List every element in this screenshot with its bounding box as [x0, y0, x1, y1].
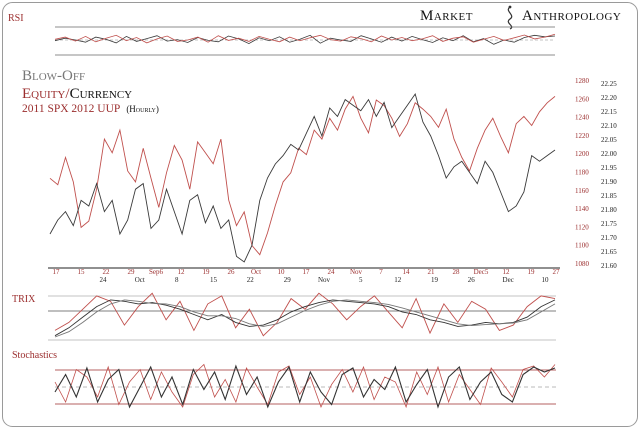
uup-axis-tick: 22.05 [601, 136, 617, 144]
headline-series: 2011 SPX 2012 UUP (Hourly) [22, 103, 159, 115]
trix-series-group [54, 292, 556, 338]
rsi-panel-label: RSI [8, 13, 24, 24]
uup-axis-tick: 22.10 [601, 122, 617, 130]
x-tick-label-top: Nov [350, 268, 363, 276]
trix-panel-label: TRIX [12, 294, 36, 305]
x-tick-label-bottom: 5 [359, 276, 363, 284]
spx-axis-tick: 1260 [575, 95, 590, 103]
headline-title: Blow-Off [22, 68, 85, 84]
x-tick-label-top: 17 [303, 268, 311, 276]
uup-price-line [49, 92, 556, 263]
stochastics-uup-line [54, 364, 556, 409]
x-tick-label-top: 29 [128, 268, 136, 276]
x-tick-label-bottom: 8 [175, 276, 179, 284]
uup-axis-tick: 21.60 [601, 262, 617, 270]
x-tick-label-top: 27 [553, 268, 561, 276]
x-tick-label-top: Sep6 [149, 268, 164, 276]
x-tick-label-top: 12 [503, 268, 511, 276]
spx-axis-tick: 1220 [575, 132, 590, 140]
x-tick-label-top: 24 [328, 268, 336, 276]
x-tick-label-top: 21 [428, 268, 436, 276]
x-tick-label-top: 28 [453, 268, 461, 276]
uup-axis-tick: 21.75 [601, 220, 617, 228]
headline-series-label: 2011 SPX 2012 UUP [22, 103, 120, 115]
brand-name-left: Market [420, 8, 473, 24]
x-tick-label-top: 19 [528, 268, 536, 276]
spx-price-line [49, 95, 556, 256]
stochastics-panel [54, 363, 556, 409]
uup-axis-tick: 21.70 [601, 234, 617, 242]
x-tick-label-bottom: Dec [503, 276, 514, 284]
x-tick-label-top: 19 [203, 268, 211, 276]
trix-spx-line [54, 292, 556, 337]
spx-axis-tick: 1180 [575, 169, 589, 177]
uup-axis-tick: 21.65 [601, 248, 617, 256]
x-tick-label-bottom: 24 [100, 276, 108, 284]
rsi-series-group [54, 33, 556, 45]
main-panel: 17 15 22 29 Sep6 12 19 26 Oct 10 17 24 Nov 7 14 21 28 Dec… [48, 77, 617, 284]
uup-axis-tick: 21.95 [601, 164, 617, 172]
spx-axis-tick: 1160 [575, 187, 589, 195]
x-tick-label-top: 14 [403, 268, 411, 276]
x-tick-label-bottom: 29 [284, 276, 292, 284]
brand-emblem-icon [507, 5, 513, 30]
spx-axis-tick: 1280 [575, 77, 590, 85]
spx-axis-tick: 1080 [575, 260, 590, 268]
x-tick-label-top: 10 [278, 268, 286, 276]
x-tick-label-bottom: 10 [542, 276, 550, 284]
stochastics-series-group [54, 363, 556, 409]
headline-subtitle: Equity/Currency [22, 86, 132, 102]
x-tick-label-bottom: 15 [210, 276, 218, 284]
main-series-group [49, 92, 556, 263]
headline-equity: Equity [22, 86, 65, 102]
rsi-spx-line [54, 33, 556, 44]
x-tick-label-bottom: 19 [431, 276, 439, 284]
uup-axis-tick: 22.00 [601, 150, 617, 158]
x-tick-label-top: 22 [103, 268, 111, 276]
x-tick-label-bottom: Nov [318, 276, 331, 284]
uup-axis-tick: 21.80 [601, 206, 617, 214]
x-tick-label-top: 7 [379, 268, 383, 276]
x-tick-labels-bottom: 24 Oct 8 15 22 29 Nov 5 12 19 26 Dec 10 [100, 276, 550, 284]
brand-logo: Market Anthropology [420, 5, 621, 30]
uup-axis-tick: 22.15 [601, 108, 617, 116]
x-tick-label-bottom: Oct [135, 276, 145, 284]
x-tick-label-top: 12 [178, 268, 186, 276]
spx-axis-tick: 1120 [575, 223, 589, 231]
spx-axis-tick: 1200 [575, 150, 590, 158]
uup-axis-tick: 21.90 [601, 178, 617, 186]
headline-separator: / [65, 86, 70, 102]
uup-axis-labels: 22.25 22.20 22.15 22.10 22.05 22.00 21.95 21.90… [601, 80, 617, 270]
stochastics-panel-label: Stochastics [12, 350, 57, 361]
outer-border [2, 2, 638, 427]
uup-axis-tick: 21.85 [601, 192, 617, 200]
spx-axis-labels: 1280 1260 1240 1220 1200 1180 1160 1140 1120 1100… [575, 77, 590, 268]
uup-axis-tick: 22.25 [601, 80, 617, 88]
x-tick-label-bottom: 12 [394, 276, 402, 284]
x-tick-label-top: 17 [53, 268, 61, 276]
x-tick-label-bottom: 26 [468, 276, 476, 284]
x-tick-label-top: 26 [228, 268, 236, 276]
x-tick-label-top: Dec5 [474, 268, 489, 276]
trix-signal-line [54, 299, 556, 338]
x-tick-labels-top: 17 15 22 29 Sep6 12 19 26 Oct 10 17 24 Nov 7 14 21 28 Dec… [53, 268, 561, 276]
uup-axis-tick: 22.20 [601, 94, 617, 102]
spx-axis-tick: 1240 [575, 114, 590, 122]
x-tick-label-top: Oct [251, 268, 261, 276]
headline-currency: Currency [70, 86, 133, 102]
spx-axis-tick: 1140 [575, 205, 589, 213]
x-tick-label-bottom: 22 [247, 276, 255, 284]
x-tick-label-top: 15 [78, 268, 86, 276]
rsi-uup-line [54, 34, 556, 45]
brand-name-right: Anthropology [522, 8, 621, 24]
trix-panel [48, 292, 556, 341]
headline-timeframe: (Hourly) [126, 104, 159, 114]
spx-axis-tick: 1100 [575, 242, 589, 250]
rsi-panel [54, 26, 556, 56]
trix-uup-line [54, 299, 556, 337]
